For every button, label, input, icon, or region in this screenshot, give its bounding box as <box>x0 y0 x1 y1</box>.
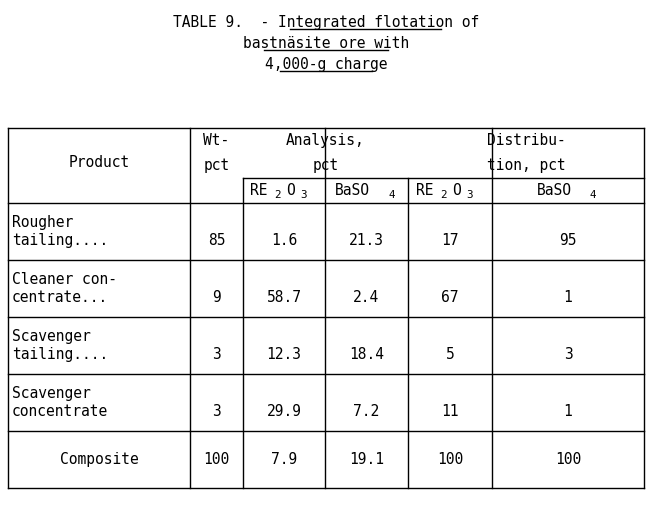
Text: Cleaner con-: Cleaner con- <box>12 272 117 287</box>
Text: 7.2: 7.2 <box>353 404 379 419</box>
Text: 19.1: 19.1 <box>349 452 384 467</box>
Text: 7.9: 7.9 <box>271 452 297 467</box>
Text: 3: 3 <box>300 190 306 200</box>
Text: 58.7: 58.7 <box>267 290 301 305</box>
Text: 9: 9 <box>212 290 221 305</box>
Text: Rougher: Rougher <box>12 215 73 230</box>
Text: 11: 11 <box>441 404 459 419</box>
Text: concentrate: concentrate <box>12 404 108 419</box>
Text: Wt-: Wt- <box>203 133 230 148</box>
Text: 21.3: 21.3 <box>349 233 384 248</box>
Text: O: O <box>452 183 462 198</box>
Text: 3: 3 <box>212 404 221 419</box>
Text: 17: 17 <box>441 233 459 248</box>
Text: 3: 3 <box>466 190 473 200</box>
Text: tailing....: tailing.... <box>12 347 108 362</box>
Text: 4: 4 <box>589 190 597 200</box>
Text: RE: RE <box>250 183 268 198</box>
Text: Scavenger: Scavenger <box>12 329 91 344</box>
Text: Scavenger: Scavenger <box>12 386 91 401</box>
Text: Composite: Composite <box>59 452 138 467</box>
Text: tailing....: tailing.... <box>12 233 108 248</box>
Text: BaSO: BaSO <box>335 183 370 198</box>
Text: 3: 3 <box>563 347 572 362</box>
Text: 4: 4 <box>388 190 395 200</box>
Text: 100: 100 <box>555 452 581 467</box>
Text: 3: 3 <box>212 347 221 362</box>
Text: bastnäsite ore with: bastnäsite ore with <box>243 36 409 51</box>
Text: 2: 2 <box>439 190 447 200</box>
Text: pct: pct <box>312 158 338 173</box>
Text: 2.4: 2.4 <box>353 290 379 305</box>
Text: 4,000-g charge: 4,000-g charge <box>265 57 387 72</box>
Text: pct: pct <box>203 158 230 173</box>
Text: 95: 95 <box>559 233 577 248</box>
Text: BaSO: BaSO <box>537 183 572 198</box>
Text: O: O <box>287 183 295 198</box>
Text: 1: 1 <box>563 290 572 305</box>
Text: 100: 100 <box>203 452 230 467</box>
Text: Product: Product <box>68 155 130 170</box>
Text: TABLE 9.  - Integrated flotation of: TABLE 9. - Integrated flotation of <box>173 15 479 30</box>
Text: centrate...: centrate... <box>12 290 108 305</box>
Text: 67: 67 <box>441 290 459 305</box>
Text: 1: 1 <box>563 404 572 419</box>
Text: 18.4: 18.4 <box>349 347 384 362</box>
Text: RE: RE <box>416 183 434 198</box>
Text: 29.9: 29.9 <box>267 404 301 419</box>
Text: 5: 5 <box>445 347 454 362</box>
Text: 100: 100 <box>437 452 463 467</box>
Text: 1.6: 1.6 <box>271 233 297 248</box>
Text: Distribu-: Distribu- <box>486 133 565 148</box>
Text: 12.3: 12.3 <box>267 347 301 362</box>
Text: 85: 85 <box>208 233 225 248</box>
Text: 2: 2 <box>274 190 280 200</box>
Text: Analysis,: Analysis, <box>286 133 365 148</box>
Text: tion, pct: tion, pct <box>486 158 565 173</box>
